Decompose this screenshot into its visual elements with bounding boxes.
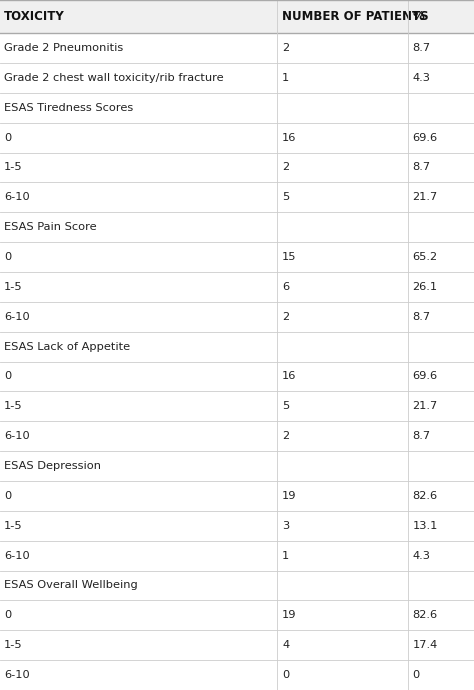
Text: 69.6: 69.6 (412, 132, 438, 143)
Text: 0: 0 (4, 491, 11, 501)
Text: 4: 4 (282, 640, 289, 650)
Text: 4.3: 4.3 (412, 551, 430, 561)
Text: 8.7: 8.7 (412, 43, 430, 53)
Text: 15: 15 (282, 252, 297, 262)
Text: 5: 5 (282, 193, 289, 202)
Bar (0, 332, 474, 362)
Text: 0: 0 (4, 611, 11, 620)
Text: 2: 2 (282, 162, 289, 172)
Bar (0, 123, 474, 152)
Text: 1-5: 1-5 (4, 640, 22, 650)
Text: 0: 0 (4, 252, 11, 262)
Text: 1-5: 1-5 (4, 402, 22, 411)
Text: Grade 2 chest wall toxicity/rib fracture: Grade 2 chest wall toxicity/rib fracture (4, 73, 223, 83)
Text: 6: 6 (282, 282, 289, 292)
Text: 0: 0 (282, 670, 289, 680)
Text: 1-5: 1-5 (4, 162, 22, 172)
Text: 2: 2 (282, 43, 289, 53)
Bar (0, 152, 474, 182)
Text: ESAS Tiredness Scores: ESAS Tiredness Scores (4, 103, 133, 112)
Text: 16: 16 (282, 132, 296, 143)
Bar (0, 63, 474, 93)
Text: 19: 19 (282, 611, 297, 620)
Bar (0, 33, 474, 63)
Text: %: % (412, 10, 424, 23)
Text: 3: 3 (282, 521, 289, 531)
Bar (0, 182, 474, 213)
Bar (0, 391, 474, 422)
Text: 6-10: 6-10 (4, 431, 29, 441)
Bar (0, 571, 474, 600)
Bar (0, 660, 474, 690)
Text: Grade 2 Pneumonitis: Grade 2 Pneumonitis (4, 43, 123, 53)
Text: ESAS Pain Score: ESAS Pain Score (4, 222, 96, 233)
Bar (0, 93, 474, 123)
Text: 1: 1 (282, 551, 289, 561)
Text: 16: 16 (282, 371, 296, 382)
Text: 1: 1 (282, 73, 289, 83)
Text: 2: 2 (282, 312, 289, 322)
Text: 0: 0 (4, 371, 11, 382)
Bar (0, 630, 474, 660)
Bar (0, 481, 474, 511)
Bar (0, 302, 474, 332)
Text: 0: 0 (4, 132, 11, 143)
Text: 8.7: 8.7 (412, 431, 430, 441)
Text: 82.6: 82.6 (412, 611, 438, 620)
Text: 0: 0 (412, 670, 419, 680)
Bar (0, 362, 474, 391)
Bar (0, 541, 474, 571)
Text: 69.6: 69.6 (412, 371, 438, 382)
Text: 21.7: 21.7 (412, 193, 438, 202)
Text: ESAS Lack of Appetite: ESAS Lack of Appetite (4, 342, 130, 352)
Bar (0, 600, 474, 630)
Bar (0, 511, 474, 541)
Text: 1-5: 1-5 (4, 282, 22, 292)
Bar (0, 0, 474, 33)
Text: 26.1: 26.1 (412, 282, 438, 292)
Bar (0, 422, 474, 451)
Text: TOXICITY: TOXICITY (4, 10, 64, 23)
Text: 19: 19 (282, 491, 297, 501)
Bar (0, 242, 474, 272)
Text: 8.7: 8.7 (412, 312, 430, 322)
Text: 6-10: 6-10 (4, 670, 29, 680)
Text: 5: 5 (282, 402, 289, 411)
Bar (0, 213, 474, 242)
Text: 4.3: 4.3 (412, 73, 430, 83)
Text: 17.4: 17.4 (412, 640, 438, 650)
Text: 21.7: 21.7 (412, 402, 438, 411)
Text: 82.6: 82.6 (412, 491, 438, 501)
Text: 6-10: 6-10 (4, 193, 29, 202)
Text: 6-10: 6-10 (4, 551, 29, 561)
Text: 2: 2 (282, 431, 289, 441)
Bar (0, 272, 474, 302)
Bar (0, 451, 474, 481)
Text: 65.2: 65.2 (412, 252, 438, 262)
Text: ESAS Depression: ESAS Depression (4, 461, 101, 471)
Text: 8.7: 8.7 (412, 162, 430, 172)
Text: NUMBER OF PATIENTS: NUMBER OF PATIENTS (282, 10, 428, 23)
Text: ESAS Overall Wellbeing: ESAS Overall Wellbeing (4, 580, 137, 591)
Text: 6-10: 6-10 (4, 312, 29, 322)
Text: 1-5: 1-5 (4, 521, 22, 531)
Text: 13.1: 13.1 (412, 521, 438, 531)
